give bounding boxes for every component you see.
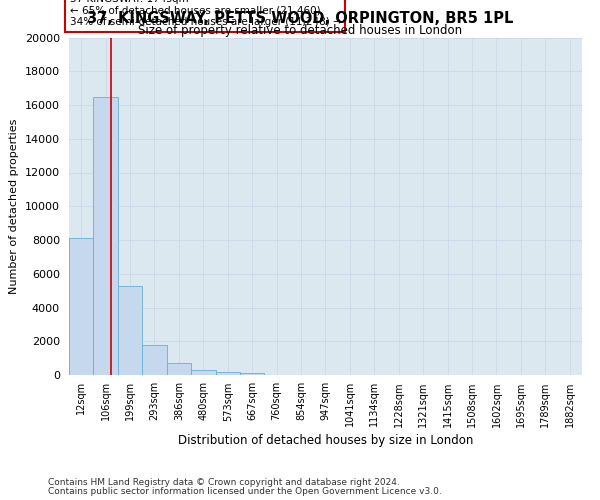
Text: Contains public sector information licensed under the Open Government Licence v3: Contains public sector information licen… [48, 487, 442, 496]
Bar [118, 286, 142, 375]
Bar [191, 370, 215, 375]
Bar [69, 238, 94, 375]
Text: Size of property relative to detached houses in London: Size of property relative to detached ho… [138, 24, 462, 37]
Text: 37 KINGSWAY: 174sqm
← 65% of detached houses are smaller (21,460)
34% of semi-de: 37 KINGSWAY: 174sqm ← 65% of detached ho… [70, 0, 341, 28]
Bar [167, 363, 191, 375]
Y-axis label: Number of detached properties: Number of detached properties [9, 118, 19, 294]
Text: 37, KINGSWAY, PETTS WOOD, ORPINGTON, BR5 1PL: 37, KINGSWAY, PETTS WOOD, ORPINGTON, BR5… [87, 11, 513, 26]
Text: Contains HM Land Registry data © Crown copyright and database right 2024.: Contains HM Land Registry data © Crown c… [48, 478, 400, 487]
Bar [240, 373, 265, 375]
Bar [215, 372, 240, 375]
Bar [94, 96, 118, 375]
X-axis label: Distribution of detached houses by size in London: Distribution of detached houses by size … [178, 434, 473, 446]
Bar [142, 346, 167, 375]
